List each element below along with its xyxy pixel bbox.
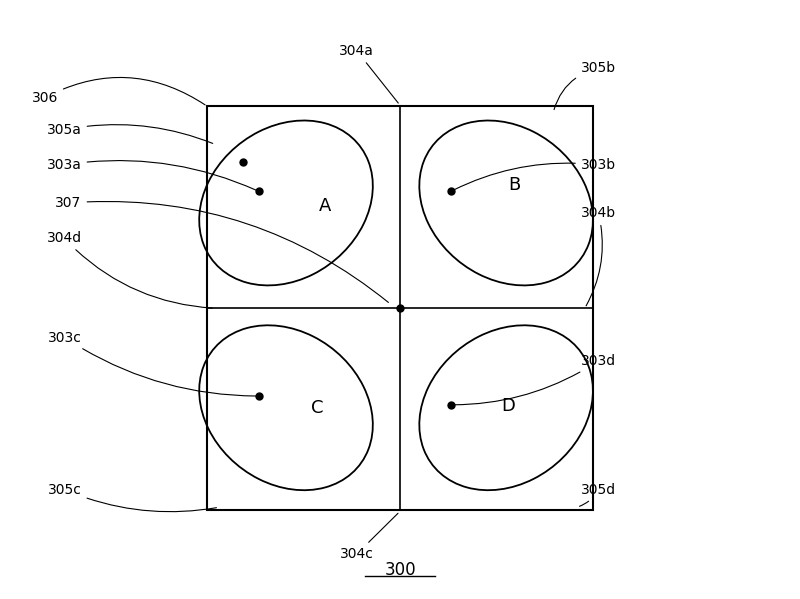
- Text: 303d: 303d: [454, 354, 616, 405]
- Text: 305c: 305c: [48, 483, 217, 512]
- Text: 304d: 304d: [46, 231, 213, 308]
- Text: 304a: 304a: [339, 44, 398, 103]
- Text: A: A: [319, 197, 331, 215]
- Text: 300: 300: [384, 561, 416, 579]
- Text: 303b: 303b: [454, 158, 616, 190]
- Text: 303a: 303a: [46, 158, 256, 190]
- Bar: [207, 107, 593, 510]
- Text: 304c: 304c: [340, 513, 398, 561]
- Text: D: D: [502, 397, 515, 415]
- Text: B: B: [508, 176, 520, 195]
- Text: 305d: 305d: [579, 483, 616, 506]
- Text: 303c: 303c: [48, 331, 256, 396]
- Text: 304b: 304b: [581, 206, 616, 306]
- Text: 306: 306: [32, 77, 205, 105]
- Text: 307: 307: [55, 196, 389, 302]
- Text: 305b: 305b: [554, 61, 616, 110]
- Text: C: C: [311, 399, 324, 417]
- Text: 305a: 305a: [46, 123, 213, 143]
